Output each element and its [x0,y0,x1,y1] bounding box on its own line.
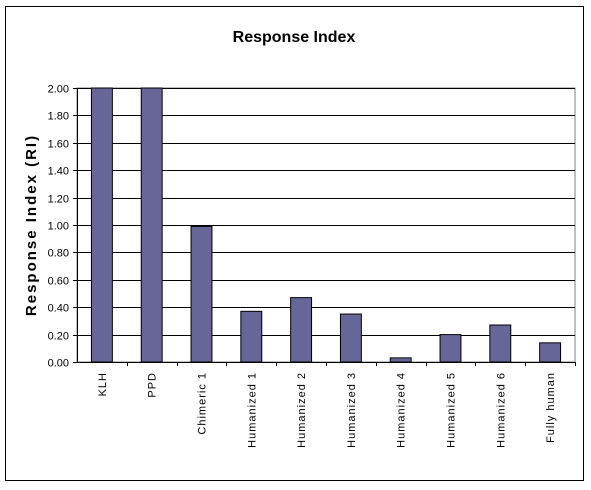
y-tick-label: 1.00 [48,221,69,233]
y-tick-label: 1.60 [48,139,69,151]
y-tick-label: 0.00 [48,358,69,370]
bar [240,310,263,363]
bar [389,357,412,363]
x-tick-label: Chimeric 1 [197,372,209,435]
y-tick-label: 0.80 [48,248,69,260]
y-tick-label: 2.00 [48,84,69,96]
x-tick-label: Humanized 6 [495,372,507,448]
x-tick-label: Fully human [545,372,557,443]
x-tick-label: KLH [97,372,109,396]
y-tick-label: 0.60 [48,276,69,288]
x-tick-label: Humanized 1 [246,372,258,448]
y-axis-label: Response Index (RI) [23,134,40,316]
y-tick-label: 0.20 [48,331,69,343]
y-tick-label: 1.80 [48,111,69,123]
bar [539,342,562,363]
y-tick-label: 0.40 [48,303,69,315]
bar [339,313,362,363]
bar [90,87,113,363]
plot-area: 0.00 0.20 0.40 0.60 0.80 1.00 1.20 1.40 1.60 1.80… [48,84,576,448]
x-tick-label: Humanized 5 [446,372,458,448]
bar [140,87,163,363]
bar [190,225,213,363]
y-tick-label: 1.20 [48,194,69,206]
chart-title: Response Index [233,29,356,46]
bar [439,334,462,363]
y-tick-label: 1.40 [48,166,69,178]
bar [290,297,313,363]
x-tick-label: Humanized 2 [296,372,308,448]
x-tick-label: PPD [147,372,159,398]
x-tick-label: Humanized 4 [396,372,408,448]
bar [489,324,512,363]
x-tick-label: Humanized 3 [346,372,358,448]
